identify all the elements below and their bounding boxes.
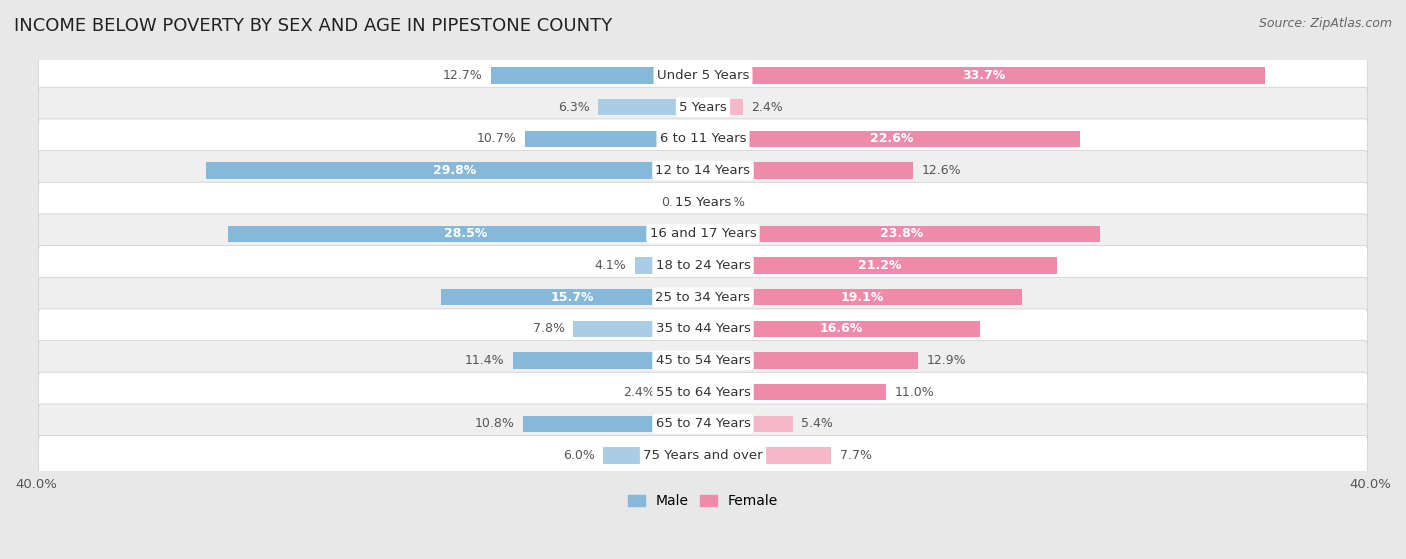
Bar [703,162,912,179]
Text: 11.0%: 11.0% [894,386,935,399]
Text: 15.7%: 15.7% [550,291,593,304]
FancyBboxPatch shape [38,340,1368,381]
Text: 29.8%: 29.8% [433,164,477,177]
FancyBboxPatch shape [38,150,1368,191]
FancyBboxPatch shape [38,245,1368,286]
FancyBboxPatch shape [38,182,1368,222]
Text: 22.6%: 22.6% [870,132,912,145]
Text: 75 Years and over: 75 Years and over [643,449,763,462]
Text: 25 to 34 Years: 25 to 34 Years [655,291,751,304]
Bar [703,384,886,400]
Text: 5 Years: 5 Years [679,101,727,113]
Bar [703,289,1022,305]
Text: 2.4%: 2.4% [751,101,783,113]
Text: 16.6%: 16.6% [820,323,863,335]
Text: 15 Years: 15 Years [675,196,731,209]
Bar [228,226,703,242]
FancyBboxPatch shape [38,214,1368,254]
Text: 4.1%: 4.1% [595,259,626,272]
FancyBboxPatch shape [38,404,1368,444]
Text: 10.8%: 10.8% [475,418,515,430]
Bar [664,384,703,400]
Bar [703,321,980,337]
Text: 2.4%: 2.4% [623,386,655,399]
Text: 12.9%: 12.9% [927,354,966,367]
Text: INCOME BELOW POVERTY BY SEX AND AGE IN PIPESTONE COUNTY: INCOME BELOW POVERTY BY SEX AND AGE IN P… [14,17,612,35]
Text: 35 to 44 Years: 35 to 44 Years [655,323,751,335]
Text: 6.3%: 6.3% [558,101,589,113]
Bar [491,67,703,84]
Text: 6 to 11 Years: 6 to 11 Years [659,132,747,145]
Text: 6.0%: 6.0% [562,449,595,462]
Text: 55 to 64 Years: 55 to 64 Years [655,386,751,399]
Text: 12.6%: 12.6% [921,164,962,177]
FancyBboxPatch shape [38,309,1368,349]
Bar [598,99,703,116]
Text: 21.2%: 21.2% [858,259,901,272]
Bar [634,257,703,274]
Text: 23.8%: 23.8% [880,228,924,240]
Text: 7.8%: 7.8% [533,323,565,335]
Bar [703,415,793,432]
Text: Under 5 Years: Under 5 Years [657,69,749,82]
Text: 18 to 24 Years: 18 to 24 Years [655,259,751,272]
Text: 10.7%: 10.7% [477,132,516,145]
Text: 12 to 14 Years: 12 to 14 Years [655,164,751,177]
Bar [523,415,703,432]
Text: 33.7%: 33.7% [962,69,1005,82]
Legend: Male, Female: Male, Female [623,489,783,514]
FancyBboxPatch shape [38,435,1368,476]
Text: 12.7%: 12.7% [443,69,482,82]
Text: 65 to 74 Years: 65 to 74 Years [655,418,751,430]
Bar [703,67,1265,84]
FancyBboxPatch shape [38,87,1368,127]
Bar [572,321,703,337]
Text: 11.4%: 11.4% [465,354,505,367]
Text: 0.0%: 0.0% [661,196,693,209]
FancyBboxPatch shape [38,372,1368,412]
Bar [441,289,703,305]
Bar [703,257,1056,274]
FancyBboxPatch shape [38,55,1368,96]
Text: 7.7%: 7.7% [839,449,872,462]
Text: Source: ZipAtlas.com: Source: ZipAtlas.com [1258,17,1392,30]
Bar [603,447,703,464]
FancyBboxPatch shape [38,277,1368,317]
Bar [703,447,831,464]
FancyBboxPatch shape [38,119,1368,159]
Bar [703,131,1080,147]
Text: 28.5%: 28.5% [444,228,486,240]
Text: 0.0%: 0.0% [713,196,745,209]
Bar [703,99,742,116]
Bar [703,352,918,369]
Bar [207,162,703,179]
Text: 16 and 17 Years: 16 and 17 Years [650,228,756,240]
Text: 19.1%: 19.1% [841,291,884,304]
Bar [524,131,703,147]
Bar [513,352,703,369]
Bar [703,226,1099,242]
Text: 5.4%: 5.4% [801,418,834,430]
Text: 45 to 54 Years: 45 to 54 Years [655,354,751,367]
